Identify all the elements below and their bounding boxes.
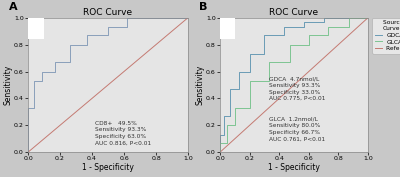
GLCA (306, 34, 311, 36)
GLCA (225, 124, 230, 126)
GLCA (287, 44, 292, 46)
GDCA (218, 151, 222, 153)
Legend: GDCA, GLCA, Reference Line: GDCA, GLCA, Reference Line (372, 18, 400, 54)
GDCA (237, 70, 242, 73)
GLCA (366, 17, 370, 19)
GLCA (218, 142, 222, 144)
Bar (28, 18, 44, 39)
Text: GDCA  4.7nmol/L
Sensitivity 93.3%
Specificity 33.0%
AUC 0.775, P<0.01: GDCA 4.7nmol/L Sensitivity 93.3% Specifi… (269, 76, 325, 101)
GLCA (326, 26, 330, 28)
Line: GLCA: GLCA (220, 18, 368, 152)
GDCA (321, 17, 326, 19)
GDCA (237, 88, 242, 90)
GLCA (266, 80, 271, 82)
Text: GLCA  1.2nmol/L
Sensitivity 80.0%
Specificity 66.7%
AUC 0.761, P<0.01: GLCA 1.2nmol/L Sensitivity 80.0% Specifi… (269, 117, 325, 141)
Y-axis label: Sensitivity: Sensitivity (4, 65, 12, 105)
GLCA (326, 34, 330, 36)
GLCA (287, 61, 292, 63)
GDCA (247, 70, 252, 73)
Y-axis label: Sensitivity: Sensitivity (196, 65, 204, 105)
GDCA (343, 17, 348, 19)
GLCA (225, 142, 230, 144)
Bar (220, 18, 235, 39)
GDCA (262, 53, 267, 55)
Text: B: B (199, 2, 208, 12)
X-axis label: 1 - Specificity: 1 - Specificity (268, 163, 320, 172)
X-axis label: 1 - Specificity: 1 - Specificity (82, 163, 134, 172)
GDCA (366, 17, 370, 19)
GLCA (218, 151, 222, 153)
GDCA (302, 26, 307, 28)
Text: CD8+   49.5%
Sensitivity 93.3%
Specificity 63.0%
AUC 0.816, P<0.01: CD8+ 49.5% Sensitivity 93.3% Specificity… (95, 121, 151, 145)
GDCA (222, 134, 227, 136)
Title: ROC Curve: ROC Curve (84, 8, 132, 17)
GLCA (232, 107, 237, 109)
GLCA (266, 61, 271, 63)
GLCA (346, 26, 351, 28)
GDCA (281, 34, 286, 36)
Text: A: A (9, 2, 18, 12)
GDCA (228, 115, 233, 117)
GDCA (218, 134, 222, 136)
GDCA (228, 88, 233, 90)
Line: GDCA: GDCA (220, 18, 368, 152)
GDCA (247, 53, 252, 55)
GDCA (262, 34, 267, 36)
GDCA (302, 21, 307, 23)
GLCA (232, 124, 237, 126)
GLCA (346, 17, 351, 19)
Title: ROC Curve: ROC Curve (270, 8, 318, 17)
GDCA (222, 115, 227, 117)
GLCA (247, 80, 252, 82)
GLCA (247, 107, 252, 109)
GLCA (306, 44, 311, 46)
GDCA (281, 26, 286, 28)
GDCA (321, 21, 326, 23)
GDCA (343, 17, 348, 19)
